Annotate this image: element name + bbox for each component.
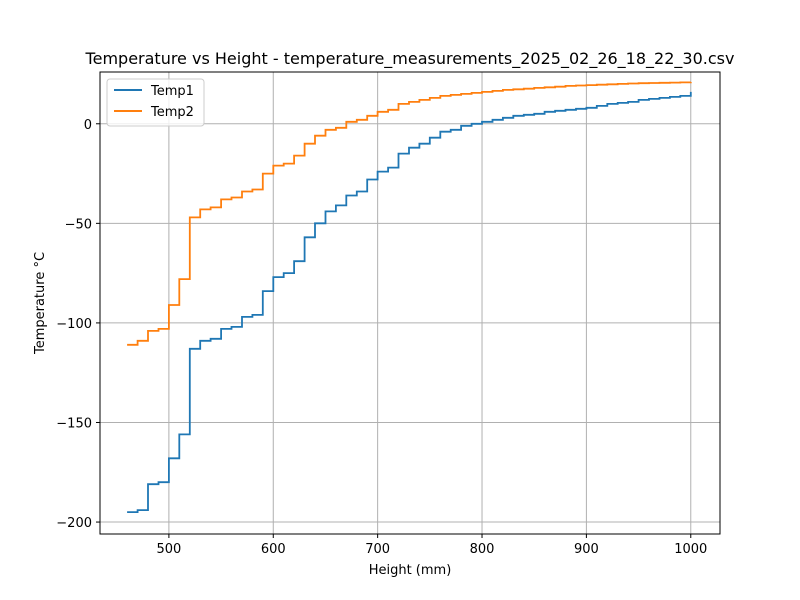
y-axis-label: Temperature °C	[33, 252, 48, 355]
legend-label-temp1: Temp1	[150, 84, 194, 99]
y-tick-label: −50	[65, 217, 92, 232]
x-tick-label: 900	[574, 542, 599, 557]
plot-frame	[99, 71, 721, 535]
y-tick-label: −200	[56, 516, 92, 531]
y-tick-label: 0	[84, 118, 92, 133]
x-tick-label: 800	[470, 542, 495, 557]
x-tick-label: 500	[156, 542, 181, 557]
y-tick-label: −100	[56, 317, 92, 332]
y-tick-label: −150	[56, 416, 92, 431]
legend-label-temp2: Temp2	[150, 105, 194, 120]
x-axis-ticks: 500 600 700 800 900 1000	[156, 534, 707, 557]
x-tick-label: 700	[365, 542, 390, 557]
x-tick-label: 600	[261, 542, 286, 557]
x-tick-label: 1000	[674, 542, 707, 557]
legend: Temp1 Temp2	[106, 78, 205, 127]
x-axis-label: Height (mm)	[369, 563, 452, 578]
grid	[100, 72, 720, 534]
series-line-temp2	[127, 81, 692, 346]
y-axis-ticks: −200 −150 −100 −50 0	[56, 118, 100, 531]
series-line-temp1	[127, 91, 692, 513]
series-layer	[127, 81, 692, 513]
chart-title: Temperature vs Height - temperature_meas…	[85, 49, 735, 69]
